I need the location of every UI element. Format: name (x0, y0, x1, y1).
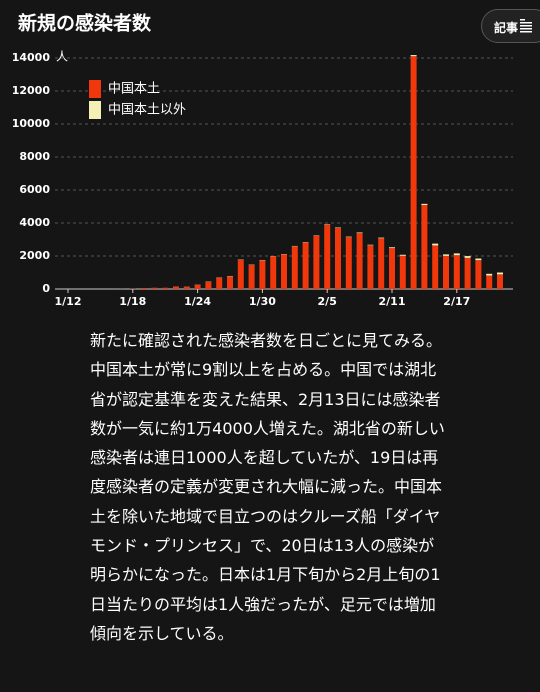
bar-segment (335, 228, 341, 289)
bar-segment (378, 237, 385, 239)
bar-segment (367, 245, 374, 289)
bar-segment (183, 286, 190, 289)
bar-segment (216, 277, 223, 289)
bar-segment (389, 248, 395, 289)
bar-segment (356, 232, 363, 234)
x-tick-label: 2/11 (379, 295, 406, 308)
bar-segment (140, 288, 147, 289)
bar-segment (464, 256, 471, 258)
bar-segment (432, 243, 439, 246)
bar-segment (173, 286, 179, 289)
bar-segment (205, 281, 212, 289)
bar-segment (227, 276, 233, 289)
bar-segment (194, 284, 201, 289)
y-tick-label: 10000 (12, 117, 51, 130)
y-tick-label: 8000 (19, 150, 50, 163)
legend-swatch (89, 101, 101, 119)
bar-segment (324, 224, 331, 289)
bar-segment (443, 254, 449, 256)
bar-segment (453, 253, 460, 256)
bar-segment (281, 254, 287, 289)
x-tick-label: 1/30 (249, 295, 276, 308)
bar-segment (464, 257, 471, 289)
article-button[interactable]: 記事 (481, 9, 540, 43)
y-tick-label: 2000 (19, 249, 50, 262)
bar-segment (313, 235, 320, 289)
y-tick-label: 6000 (19, 183, 50, 196)
bar-segment (291, 246, 298, 289)
bar-segment (475, 258, 482, 261)
bar-segment (432, 245, 439, 289)
y-unit: 人 (56, 50, 68, 64)
bar-segment (270, 256, 277, 289)
x-tick-label: 2/17 (443, 295, 470, 308)
bar-segment (399, 254, 406, 256)
legend-swatch (89, 80, 101, 98)
y-tick-label: 0 (42, 282, 50, 295)
bar-segment (259, 260, 266, 289)
bar-segment (162, 287, 169, 289)
x-tick-label: 1/12 (55, 295, 82, 308)
bar-segment (378, 238, 385, 289)
legend-label: 中国本土以外 (108, 103, 186, 118)
bar-segment (151, 287, 158, 289)
bar-segment (399, 255, 406, 289)
bar-segment (248, 264, 255, 289)
button-label[interactable]: 記事 (494, 21, 519, 35)
article-body: 新たに確認された感染者数を日ごとに見てみる。中国本土が常に9割以上を占める。中国… (90, 331, 445, 643)
bar-segment (486, 275, 493, 289)
bar-segment (475, 260, 482, 289)
list-icon (520, 19, 532, 33)
legend-label: 中国本土 (108, 82, 160, 97)
y-tick-label: 12000 (12, 84, 51, 97)
bar-segment (237, 259, 244, 289)
bar-segment (421, 203, 428, 206)
bar-segment (302, 242, 309, 289)
bar-segment (356, 233, 363, 289)
x-tick-label: 1/24 (184, 295, 211, 308)
y-tick-label: 4000 (19, 216, 50, 229)
bar-segment (389, 247, 395, 249)
bar-segment (453, 255, 460, 289)
bar-segment (410, 56, 417, 289)
x-tick-label: 1/18 (119, 295, 146, 308)
bar-segment (410, 55, 417, 57)
y-tick-label: 14000 (12, 51, 51, 64)
bar-segment (443, 255, 449, 289)
chart-title: 新規の感染者数 (18, 12, 152, 35)
bar-segment (497, 272, 503, 275)
bar-segment (486, 273, 493, 276)
bar-segment (497, 274, 503, 289)
bar-segment (421, 205, 428, 289)
bar-segment (345, 237, 352, 289)
chart: 新規の感染者数 人 0 2000 4000 6000 8000 10000 12000 140… (12, 12, 513, 308)
x-tick-label: 2/5 (318, 295, 337, 308)
